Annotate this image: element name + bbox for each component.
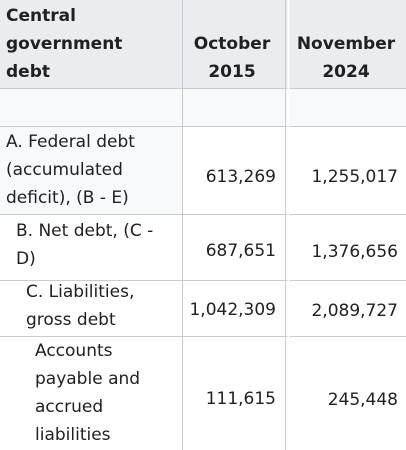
row-label-line: deficit), (B - E) bbox=[6, 188, 129, 208]
value-november-2024: 2,089,727 bbox=[311, 301, 398, 321]
value-october-2015: 687,651 bbox=[205, 241, 276, 261]
row-federal-debt-label-cell bbox=[0, 126, 182, 214]
row-label-line: liabilities bbox=[35, 425, 111, 445]
row-label-line: (accumulated bbox=[6, 160, 123, 180]
header-october-2015-line: 2015 bbox=[208, 62, 256, 82]
row-label-line: payable and bbox=[35, 369, 141, 389]
header-october-2015-line: October bbox=[193, 34, 271, 54]
row-label-line: Accounts bbox=[35, 341, 113, 361]
value-november-2024: 1,255,017 bbox=[311, 167, 398, 187]
row-label-line: accrued bbox=[35, 397, 104, 417]
empty-row-cell bbox=[182, 88, 285, 126]
value-october-2015: 111,615 bbox=[205, 389, 276, 409]
header-cell-november-2024 bbox=[285, 0, 406, 88]
header-november-2024-line: 2024 bbox=[322, 62, 370, 82]
empty-row-label-cell bbox=[0, 88, 182, 126]
header-november-2024-line: November bbox=[296, 34, 396, 54]
value-november-2024: 245,448 bbox=[327, 390, 398, 410]
value-october-2015: 613,269 bbox=[205, 167, 276, 187]
row-label-line: B. Net debt, (C - bbox=[16, 221, 154, 241]
header-debt-label-line: Central bbox=[6, 6, 76, 26]
value-october-2015: 1,042,309 bbox=[189, 300, 276, 320]
header-debt-label-line: government bbox=[6, 34, 123, 54]
row-label-line: C. Liabilities, bbox=[26, 282, 135, 302]
row-label-line: gross debt bbox=[26, 310, 116, 330]
row-label-line: D) bbox=[16, 249, 36, 269]
header-debt-label-line: debt bbox=[6, 62, 50, 82]
row-label-line: A. Federal debt bbox=[6, 132, 135, 152]
header-cell-october-2015 bbox=[182, 0, 285, 88]
empty-row-cell bbox=[285, 88, 406, 126]
value-november-2024: 1,376,656 bbox=[311, 242, 398, 262]
header-cell-debt-label bbox=[0, 0, 182, 88]
